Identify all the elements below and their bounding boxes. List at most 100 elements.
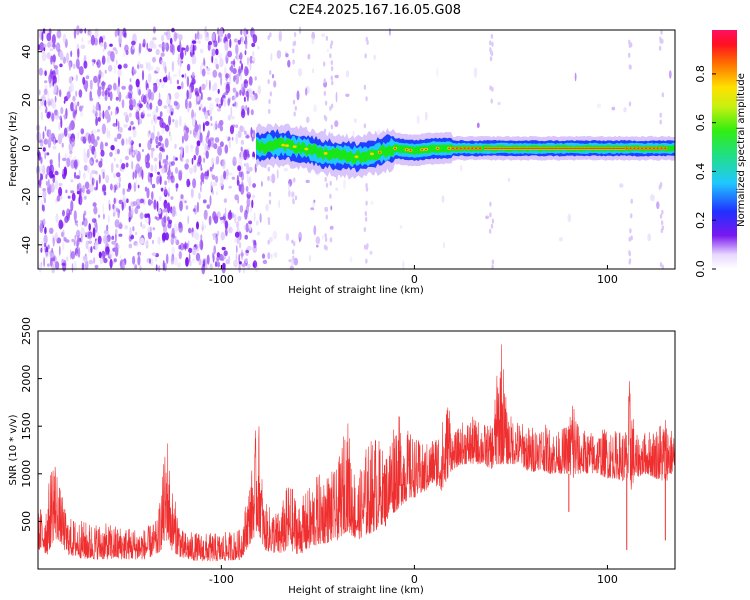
noise-blob — [270, 53, 273, 62]
noise-blob — [44, 99, 47, 107]
noise-blob — [89, 183, 94, 193]
noise-blob — [132, 151, 135, 156]
noise-blob — [399, 225, 403, 229]
noise-blob — [118, 199, 123, 205]
noise-blob — [92, 129, 97, 135]
ridge-core — [514, 147, 520, 149]
noise-blob — [145, 79, 148, 91]
noise-blob — [299, 237, 301, 243]
noise-blob — [224, 65, 226, 76]
noise-streak — [490, 51, 494, 57]
spectrogram-y-ticks: -40 -20 0 20 40 — [20, 45, 42, 254]
noise-blob — [146, 153, 150, 162]
noise-blob — [309, 254, 311, 262]
noise-blob — [138, 143, 141, 148]
noise-blob — [151, 119, 153, 126]
noise-blob — [211, 32, 216, 41]
noise-blob — [62, 209, 65, 217]
noise-blob — [159, 78, 162, 83]
noise-blob — [91, 218, 97, 223]
noise-blob — [174, 166, 179, 174]
noise-blob — [115, 59, 118, 66]
noise-blob — [45, 180, 49, 186]
noise-blob — [116, 148, 120, 155]
noise-blob — [78, 105, 83, 112]
noise-blob — [98, 69, 102, 78]
noise-streak — [628, 236, 631, 242]
noise-blob — [239, 89, 242, 96]
noise-blob — [178, 34, 183, 41]
noise-streak — [292, 249, 295, 255]
noise-blob — [168, 104, 173, 110]
noise-streak — [363, 226, 367, 232]
noise-blob — [150, 132, 155, 141]
noise-blob — [139, 118, 143, 125]
noise-blob — [619, 183, 624, 188]
noise-blob — [195, 90, 199, 97]
noise-blob — [276, 50, 282, 59]
noise-blob — [63, 237, 67, 242]
noise-blob — [194, 123, 199, 133]
noise-blob — [76, 235, 80, 246]
ridge-core — [455, 147, 458, 150]
noise-blob — [252, 50, 255, 57]
noise-blob — [150, 164, 154, 172]
noise-blob — [312, 68, 314, 74]
noise-blob — [121, 85, 126, 90]
ridge-core — [323, 151, 328, 155]
noise-blob — [240, 29, 243, 36]
noise-blob — [178, 67, 181, 78]
noise-blob — [150, 258, 154, 266]
ridge-core — [487, 147, 493, 149]
noise-blob — [217, 35, 220, 44]
noise-blob — [204, 265, 208, 270]
noise-blob — [102, 184, 107, 192]
noise-blob — [257, 85, 262, 95]
noise-blob — [248, 220, 253, 225]
noise-streak — [365, 96, 368, 102]
noise-blob — [79, 28, 83, 34]
noise-blob — [39, 220, 42, 224]
noise-streak — [329, 53, 332, 59]
noise-blob — [81, 37, 84, 43]
ridge-core — [436, 147, 439, 150]
noise-blob — [175, 183, 178, 192]
noise-blob — [44, 251, 50, 259]
noise-blob — [41, 240, 44, 250]
noise-blob — [184, 73, 187, 79]
ridge-core — [499, 147, 505, 149]
noise-blob — [92, 61, 95, 67]
noise-blob — [209, 80, 211, 91]
noise-blob — [146, 113, 151, 117]
noise-blob — [51, 43, 56, 48]
noise-blob — [190, 188, 194, 198]
noise-streak — [267, 176, 270, 182]
noise-blob — [203, 57, 205, 66]
noise-blob — [179, 200, 183, 212]
noise-blob — [244, 50, 247, 56]
noise-blob — [207, 97, 212, 101]
noise-blob — [97, 235, 102, 245]
noise-blob — [155, 264, 158, 272]
noise-blob — [72, 63, 76, 69]
noise-blob — [141, 169, 144, 180]
noise-blob — [102, 213, 105, 220]
noise-blob — [144, 241, 148, 247]
noise-blob — [104, 94, 108, 102]
noise-blob — [51, 101, 57, 109]
noise-blob — [122, 260, 125, 271]
noise-blob — [128, 243, 133, 249]
noise-blob — [137, 184, 140, 189]
ridge-core — [572, 147, 578, 149]
noise-blob — [558, 237, 564, 242]
noise-blob — [47, 244, 50, 250]
noise-blob — [51, 247, 54, 253]
noise-blob — [313, 104, 317, 113]
noise-blob — [196, 201, 199, 213]
noise-blob — [210, 123, 213, 127]
ridge-core — [660, 147, 663, 150]
noise-blob — [46, 111, 51, 119]
noise-blob — [83, 60, 88, 69]
noise-blob — [71, 137, 76, 148]
noise-blob — [185, 158, 190, 164]
